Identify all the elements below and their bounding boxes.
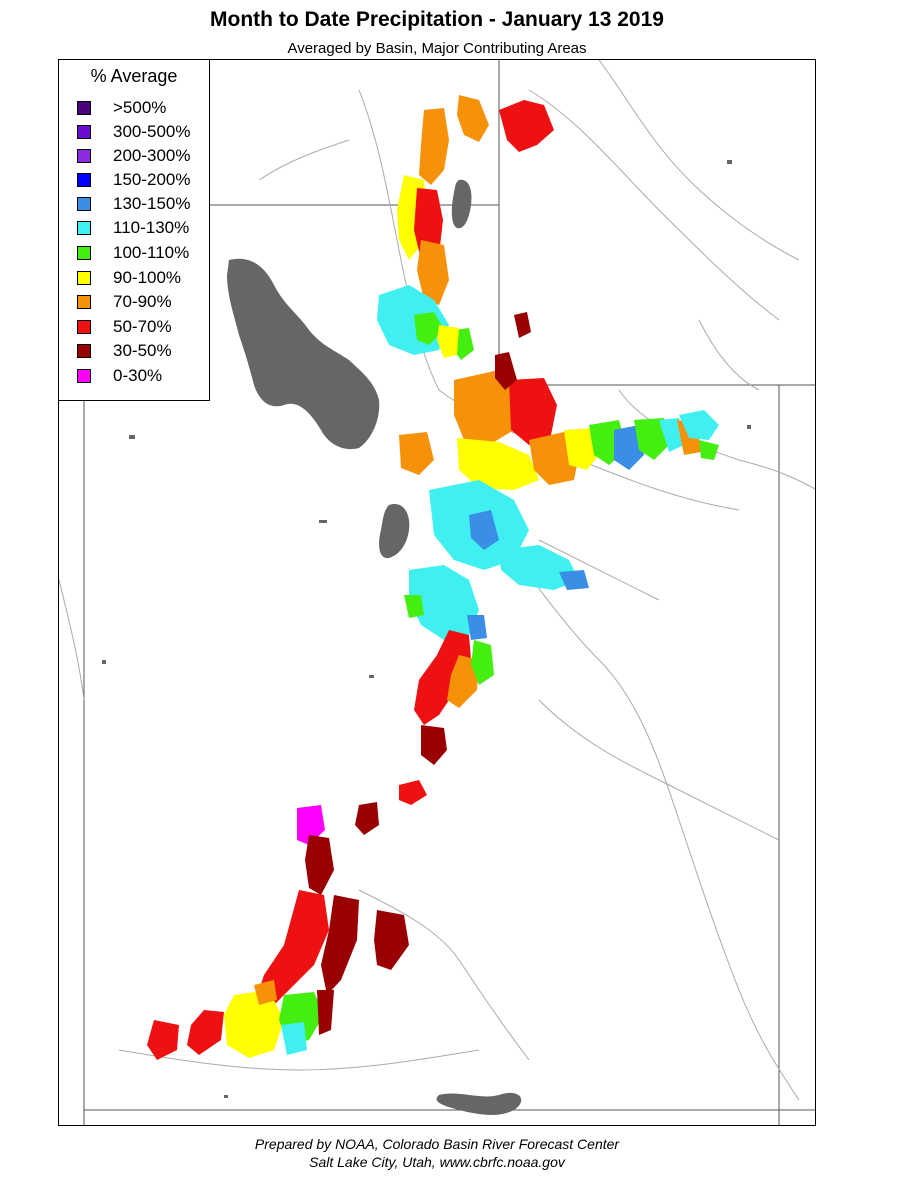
lakes — [227, 179, 522, 1115]
legend-label: 50-70% — [113, 317, 172, 336]
basin-sevier-red — [414, 630, 471, 725]
legend-label: 100-110% — [113, 243, 190, 262]
basin-provo-blue — [469, 510, 499, 550]
basin-virgin-darkred4 — [317, 990, 334, 1035]
basin-uinta-blue — [614, 425, 644, 470]
legend-label: 110-130% — [113, 218, 190, 237]
basin-uinta-yellow — [564, 428, 599, 470]
legend-label: 90-100% — [113, 268, 182, 287]
legend-item: 130-150% — [77, 194, 191, 214]
basin-sevier-green2 — [471, 640, 494, 685]
basin-sevier-blue — [467, 615, 487, 640]
legend-swatch — [77, 221, 91, 235]
legend-swatch — [77, 246, 91, 260]
basin-sevier-darkred2 — [355, 802, 379, 835]
utah-lake — [379, 504, 410, 559]
flaming-gorge — [436, 1092, 522, 1115]
basin-uinta-green2 — [634, 418, 669, 460]
great-salt-lake — [227, 258, 380, 450]
bear-lake — [451, 179, 472, 229]
page-subtitle: Averaged by Basin, Major Contributing Ar… — [287, 40, 587, 57]
legend-title: % Average — [90, 66, 178, 86]
basin-yellow-ogden — [437, 325, 459, 358]
legend-label: 200-300% — [113, 146, 191, 165]
legend-item: 30-50% — [77, 341, 172, 361]
basin-uinta-cyan2 — [679, 410, 719, 440]
legend-item: 150-200% — [77, 170, 191, 190]
basin-virgin-orange — [254, 980, 277, 1005]
basin-areas — [147, 95, 719, 1060]
basin-slc-yellow — [457, 438, 539, 490]
legend-label: >500% — [113, 98, 167, 117]
page-title: Month to Date Precipitation - January 13… — [210, 8, 664, 31]
legend-item: 100-110% — [77, 243, 189, 263]
legend-label: 300-500% — [113, 122, 191, 141]
legend-swatch — [77, 295, 91, 309]
footer-location: Salt Lake City, Utah, www.cbrfc.noaa.gov — [309, 1154, 565, 1170]
legend-swatch — [77, 271, 91, 285]
basin-uinta-green3 — [699, 440, 719, 460]
legend-item: 110-130% — [77, 218, 189, 238]
basin-virgin-red — [254, 890, 329, 1010]
water-specks — [102, 160, 751, 1098]
basin-virgin-darkred3 — [374, 910, 409, 970]
basin-bear-east — [457, 95, 489, 142]
basin-sevier-cyan — [409, 565, 479, 640]
legend-swatch — [77, 344, 91, 358]
map-canvas — [59, 60, 815, 1125]
basin-bear-north — [419, 108, 449, 185]
legend-swatch — [77, 125, 91, 139]
legend-label: 130-150% — [113, 194, 191, 213]
legend-swatch — [77, 197, 91, 211]
legend-item: 90-100% — [77, 268, 181, 288]
legend-label: 70-90% — [113, 292, 172, 311]
legend-swatch — [77, 101, 91, 115]
basin-darkred-north — [495, 352, 517, 390]
basin-duchesne-red — [509, 378, 557, 445]
legend-swatch — [77, 369, 91, 383]
basin-sevier-darkred — [421, 725, 447, 765]
legend-item: 200-300% — [77, 146, 191, 166]
legend-item: 300-500% — [77, 122, 191, 142]
basin-virgin-red3 — [147, 1020, 179, 1060]
basin-sevier-green — [404, 595, 424, 618]
basin-ogden-green — [414, 312, 444, 345]
basin-price-cyan — [499, 545, 579, 590]
basin-sevier-red2 — [399, 780, 427, 805]
basin-weber-orange — [417, 240, 449, 305]
basin-magenta — [297, 805, 325, 845]
legend-item: 0-30% — [77, 366, 162, 386]
basin-virgin-darkred2 — [321, 895, 359, 995]
legend-item: >500% — [77, 98, 166, 118]
basin-sevier-orange — [447, 655, 479, 708]
basin-price-blue — [559, 570, 589, 590]
basin-virgin-red2 — [187, 1010, 224, 1055]
legend-item: 50-70% — [77, 317, 172, 337]
basin-bear-red — [499, 100, 554, 152]
legend-label: 0-30% — [113, 366, 163, 385]
basin-slc-orange — [399, 432, 434, 475]
map-legend: % Average >500% 300-500% 200-300% 150-20… — [58, 59, 210, 401]
basin-provo-orange — [454, 370, 519, 445]
legend-item: 70-90% — [77, 292, 172, 312]
basin-virgin-darkred — [305, 835, 334, 895]
legend-swatch — [77, 320, 91, 334]
basin-virgin-cyan — [281, 1022, 307, 1055]
legend-label: 150-200% — [113, 170, 191, 189]
footer-credit: Prepared by NOAA, Colorado Basin River F… — [254, 1136, 620, 1152]
basin-uinta-cyan — [659, 418, 684, 452]
basin-darkred-east — [514, 312, 531, 338]
legend-label: 30-50% — [113, 341, 172, 360]
legend-swatch — [77, 149, 91, 163]
legend-swatch — [77, 173, 91, 187]
basin-virgin-yellow — [224, 990, 284, 1058]
